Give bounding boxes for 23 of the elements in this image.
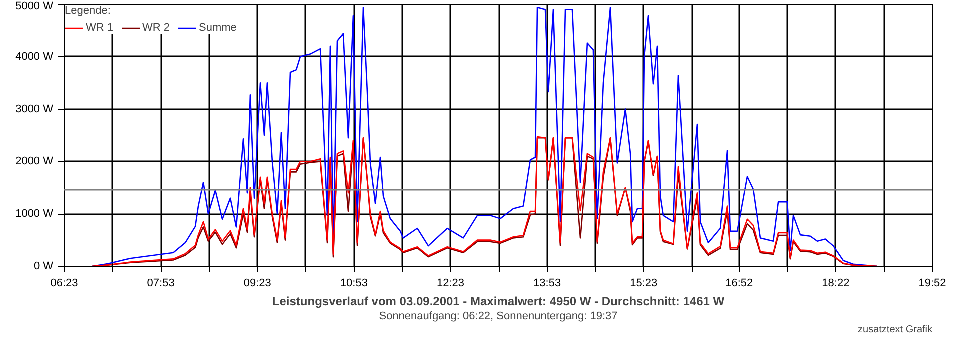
x-tick-label: 18:22 [822, 278, 850, 290]
y-tick-label: 4000 W [16, 50, 54, 63]
x-tick-label: 19:52 [918, 278, 946, 290]
legend-label: WR 1 [86, 22, 114, 34]
y-tick-label: 1000 W [16, 208, 54, 220]
x-tick-label: 06:23 [50, 278, 78, 290]
x-tick-label: 07:53 [147, 278, 175, 290]
text: Leistungsverlauf vom 03.09.2001 - Maximalwert: 4950 W - Durchschnitt: 1461 W [272, 294, 726, 308]
legend-title: Legende: [65, 5, 112, 17]
x-tick-label: 15:23 [630, 278, 658, 290]
x-tick-label: 09:23 [244, 278, 272, 290]
x-tick-label: 13:53 [534, 278, 562, 290]
x-tick-label: 10:53 [340, 278, 368, 290]
text: zusatztext Grafik [858, 324, 934, 336]
text: Sonnenaufgang: 06:22, Sonnenuntergang: 19:37 [379, 310, 618, 322]
x-tick-label: 12:23 [436, 278, 465, 290]
y-tick-label: 2000 W [16, 156, 54, 168]
legend-label: WR 2 [142, 22, 170, 34]
y-tick-label: 3000 W [16, 103, 54, 116]
legend-label: Summe [199, 22, 237, 34]
x-tick-label: 16:52 [726, 278, 754, 290]
y-tick-label: 5000 W [16, 0, 54, 12]
y-tick-label: 0 W [34, 260, 54, 272]
